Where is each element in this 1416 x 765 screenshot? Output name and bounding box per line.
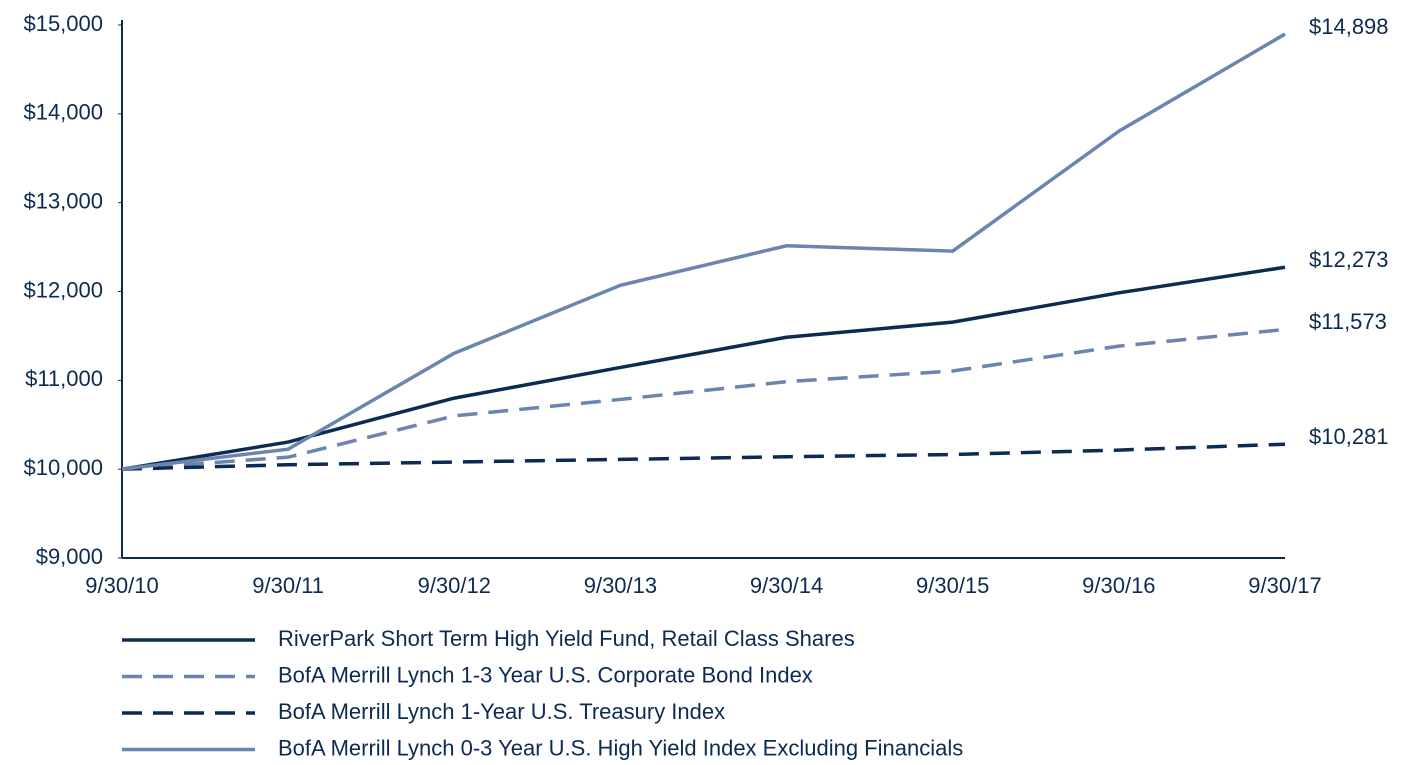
x-tick-label: 9/30/10 <box>85 573 158 598</box>
end-value-label: $14,898 <box>1309 14 1389 39</box>
x-tick-label: 9/30/15 <box>916 573 989 598</box>
y-tick-label: $10,000 <box>23 455 103 480</box>
legend-label: BofA Merrill Lynch 0-3 Year U.S. High Yi… <box>278 735 963 760</box>
y-tick-label: $13,000 <box>23 188 103 213</box>
end-value-label: $10,281 <box>1309 424 1389 449</box>
y-tick-label: $12,000 <box>23 277 103 302</box>
series-line <box>121 265 1286 471</box>
legend-label: BofA Merrill Lynch 1-3 Year U.S. Corpora… <box>278 662 813 687</box>
end-value-label: $12,273 <box>1309 247 1389 272</box>
x-tick-label: 9/30/12 <box>418 573 491 598</box>
x-tick-label: 9/30/11 <box>252 573 324 598</box>
series-line <box>121 327 1286 471</box>
y-tick-label: $15,000 <box>23 11 103 36</box>
legend-label: RiverPark Short Term High Yield Fund, Re… <box>278 626 855 651</box>
x-tick-label: 9/30/16 <box>1082 573 1155 598</box>
x-tick-label: 9/30/13 <box>584 573 657 598</box>
y-tick-label: $9,000 <box>36 544 103 569</box>
y-tick-label: $14,000 <box>23 100 103 125</box>
series-line <box>121 442 1286 471</box>
series-line <box>121 32 1286 471</box>
x-tick-label: 9/30/17 <box>1248 573 1321 598</box>
x-tick-label: 9/30/14 <box>750 573 823 598</box>
end-value-label: $11,573 <box>1309 309 1387 334</box>
legend-label: BofA Merrill Lynch 1-Year U.S. Treasury … <box>278 699 725 724</box>
y-tick-label: $11,000 <box>25 366 103 391</box>
